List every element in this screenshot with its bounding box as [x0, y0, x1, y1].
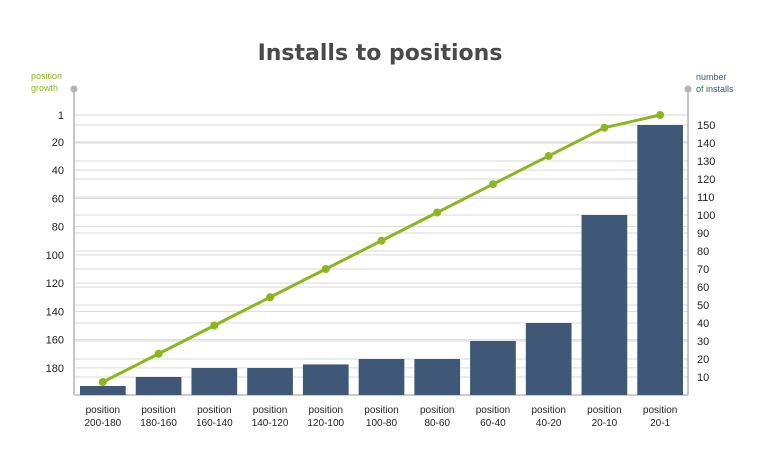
right-tick-40: 40 [697, 318, 709, 330]
category-label-5-line-2: 120-100 [307, 418, 344, 429]
left-axis-label-line-1: position [31, 71, 62, 81]
bar-4 [247, 368, 293, 395]
right-tick-60: 60 [697, 282, 709, 294]
growth-point-8 [488, 180, 497, 189]
right-tick-90: 90 [697, 228, 709, 240]
category-label-1-line-1: position [86, 405, 120, 416]
growth-line [102, 113, 661, 384]
category-label-9-line-1: position [531, 405, 565, 416]
right-tick-80: 80 [697, 246, 709, 258]
growth-point-5 [321, 264, 330, 273]
category-label-7-line-1: position [420, 405, 454, 416]
bar-1 [80, 386, 126, 395]
bar-11 [637, 125, 683, 395]
left-tick-180: 180 [46, 363, 64, 375]
category-label-9-line-2: 40-20 [536, 418, 562, 429]
category-label-2-line-1: position [141, 405, 175, 416]
bar-5 [302, 364, 349, 395]
right-tick-20: 20 [697, 354, 709, 366]
bar-9 [525, 323, 572, 395]
category-label-10-line-1: position [587, 405, 621, 416]
line-series [98, 111, 665, 386]
right-tick-130: 130 [697, 156, 715, 168]
right-tick-70: 70 [697, 264, 709, 276]
right-tick-labels: 10 20 30 40 50 60 70 80 90 100 110 120 130 140 150 [697, 120, 715, 384]
growth-point-9 [544, 151, 553, 160]
category-label-11-line-1: position [643, 405, 677, 416]
left-tick-60: 60 [52, 193, 64, 205]
category-label-7-line-2: 80-60 [424, 418, 450, 429]
category-label-3-line-2: 160-140 [196, 418, 233, 429]
growth-point-10 [600, 123, 609, 132]
category-label-4-line-1: position [253, 405, 287, 416]
category-label-11-line-2: 20-1 [650, 418, 670, 429]
category-label-8-line-1: position [476, 405, 510, 416]
category-label-10-line-2: 20-10 [592, 418, 618, 429]
right-axis-label-line-2: of installs [696, 84, 734, 94]
right-tick-110: 110 [697, 192, 715, 204]
left-tick-40: 40 [52, 165, 64, 177]
category-label-3-line-1: position [197, 405, 231, 416]
category-label-1-line-2: 200-180 [85, 418, 122, 429]
growth-point-7 [433, 208, 442, 217]
category-label-4-line-2: 140-120 [252, 418, 289, 429]
bar-2 [135, 377, 182, 395]
category-label-6-line-1: position [364, 405, 398, 416]
right-tick-30: 30 [697, 336, 709, 348]
right-axis-label-line-1: number [696, 72, 727, 82]
right-tick-100: 100 [697, 210, 715, 222]
left-tick-120: 120 [46, 278, 64, 290]
growth-point-4 [266, 293, 275, 302]
bar-3 [191, 368, 238, 395]
right-tick-120: 120 [697, 174, 715, 186]
left-tick-1: 1 [58, 110, 64, 122]
left-tick-160: 160 [46, 335, 64, 347]
growth-point-1 [98, 378, 107, 386]
bar-series [80, 125, 683, 395]
left-axis-label-line-2: growth [31, 83, 58, 93]
right-tick-150: 150 [697, 120, 715, 132]
category-labels: position 200-180 position 180-160 position 16… [85, 405, 678, 429]
growth-point-11 [656, 111, 665, 119]
growth-point-3 [210, 321, 219, 330]
growth-point-2 [154, 349, 163, 358]
right-tick-50: 50 [697, 300, 709, 312]
bar-6 [358, 359, 405, 395]
left-tick-80: 80 [52, 222, 64, 234]
growth-point-6 [377, 236, 386, 245]
right-axis-label: number of installs [696, 72, 734, 94]
category-label-8-line-2: 60-40 [480, 418, 506, 429]
chart-title: Installs to positions [258, 41, 503, 66]
category-label-5-line-1: position [309, 405, 343, 416]
left-tick-20: 20 [52, 137, 64, 149]
left-tick-140: 140 [46, 306, 64, 318]
left-tick-100: 100 [46, 250, 64, 262]
right-tick-10: 10 [697, 372, 709, 384]
category-label-2-line-2: 180-160 [140, 418, 177, 429]
left-axis-label: position growth [31, 71, 62, 93]
right-tick-140: 140 [697, 138, 715, 150]
right-axis-cap [684, 85, 692, 93]
left-axis-cap [70, 85, 78, 93]
bar-8 [470, 341, 516, 395]
bar-7 [414, 359, 461, 395]
bar-10 [581, 215, 628, 395]
category-label-6-line-2: 100-80 [366, 418, 398, 429]
